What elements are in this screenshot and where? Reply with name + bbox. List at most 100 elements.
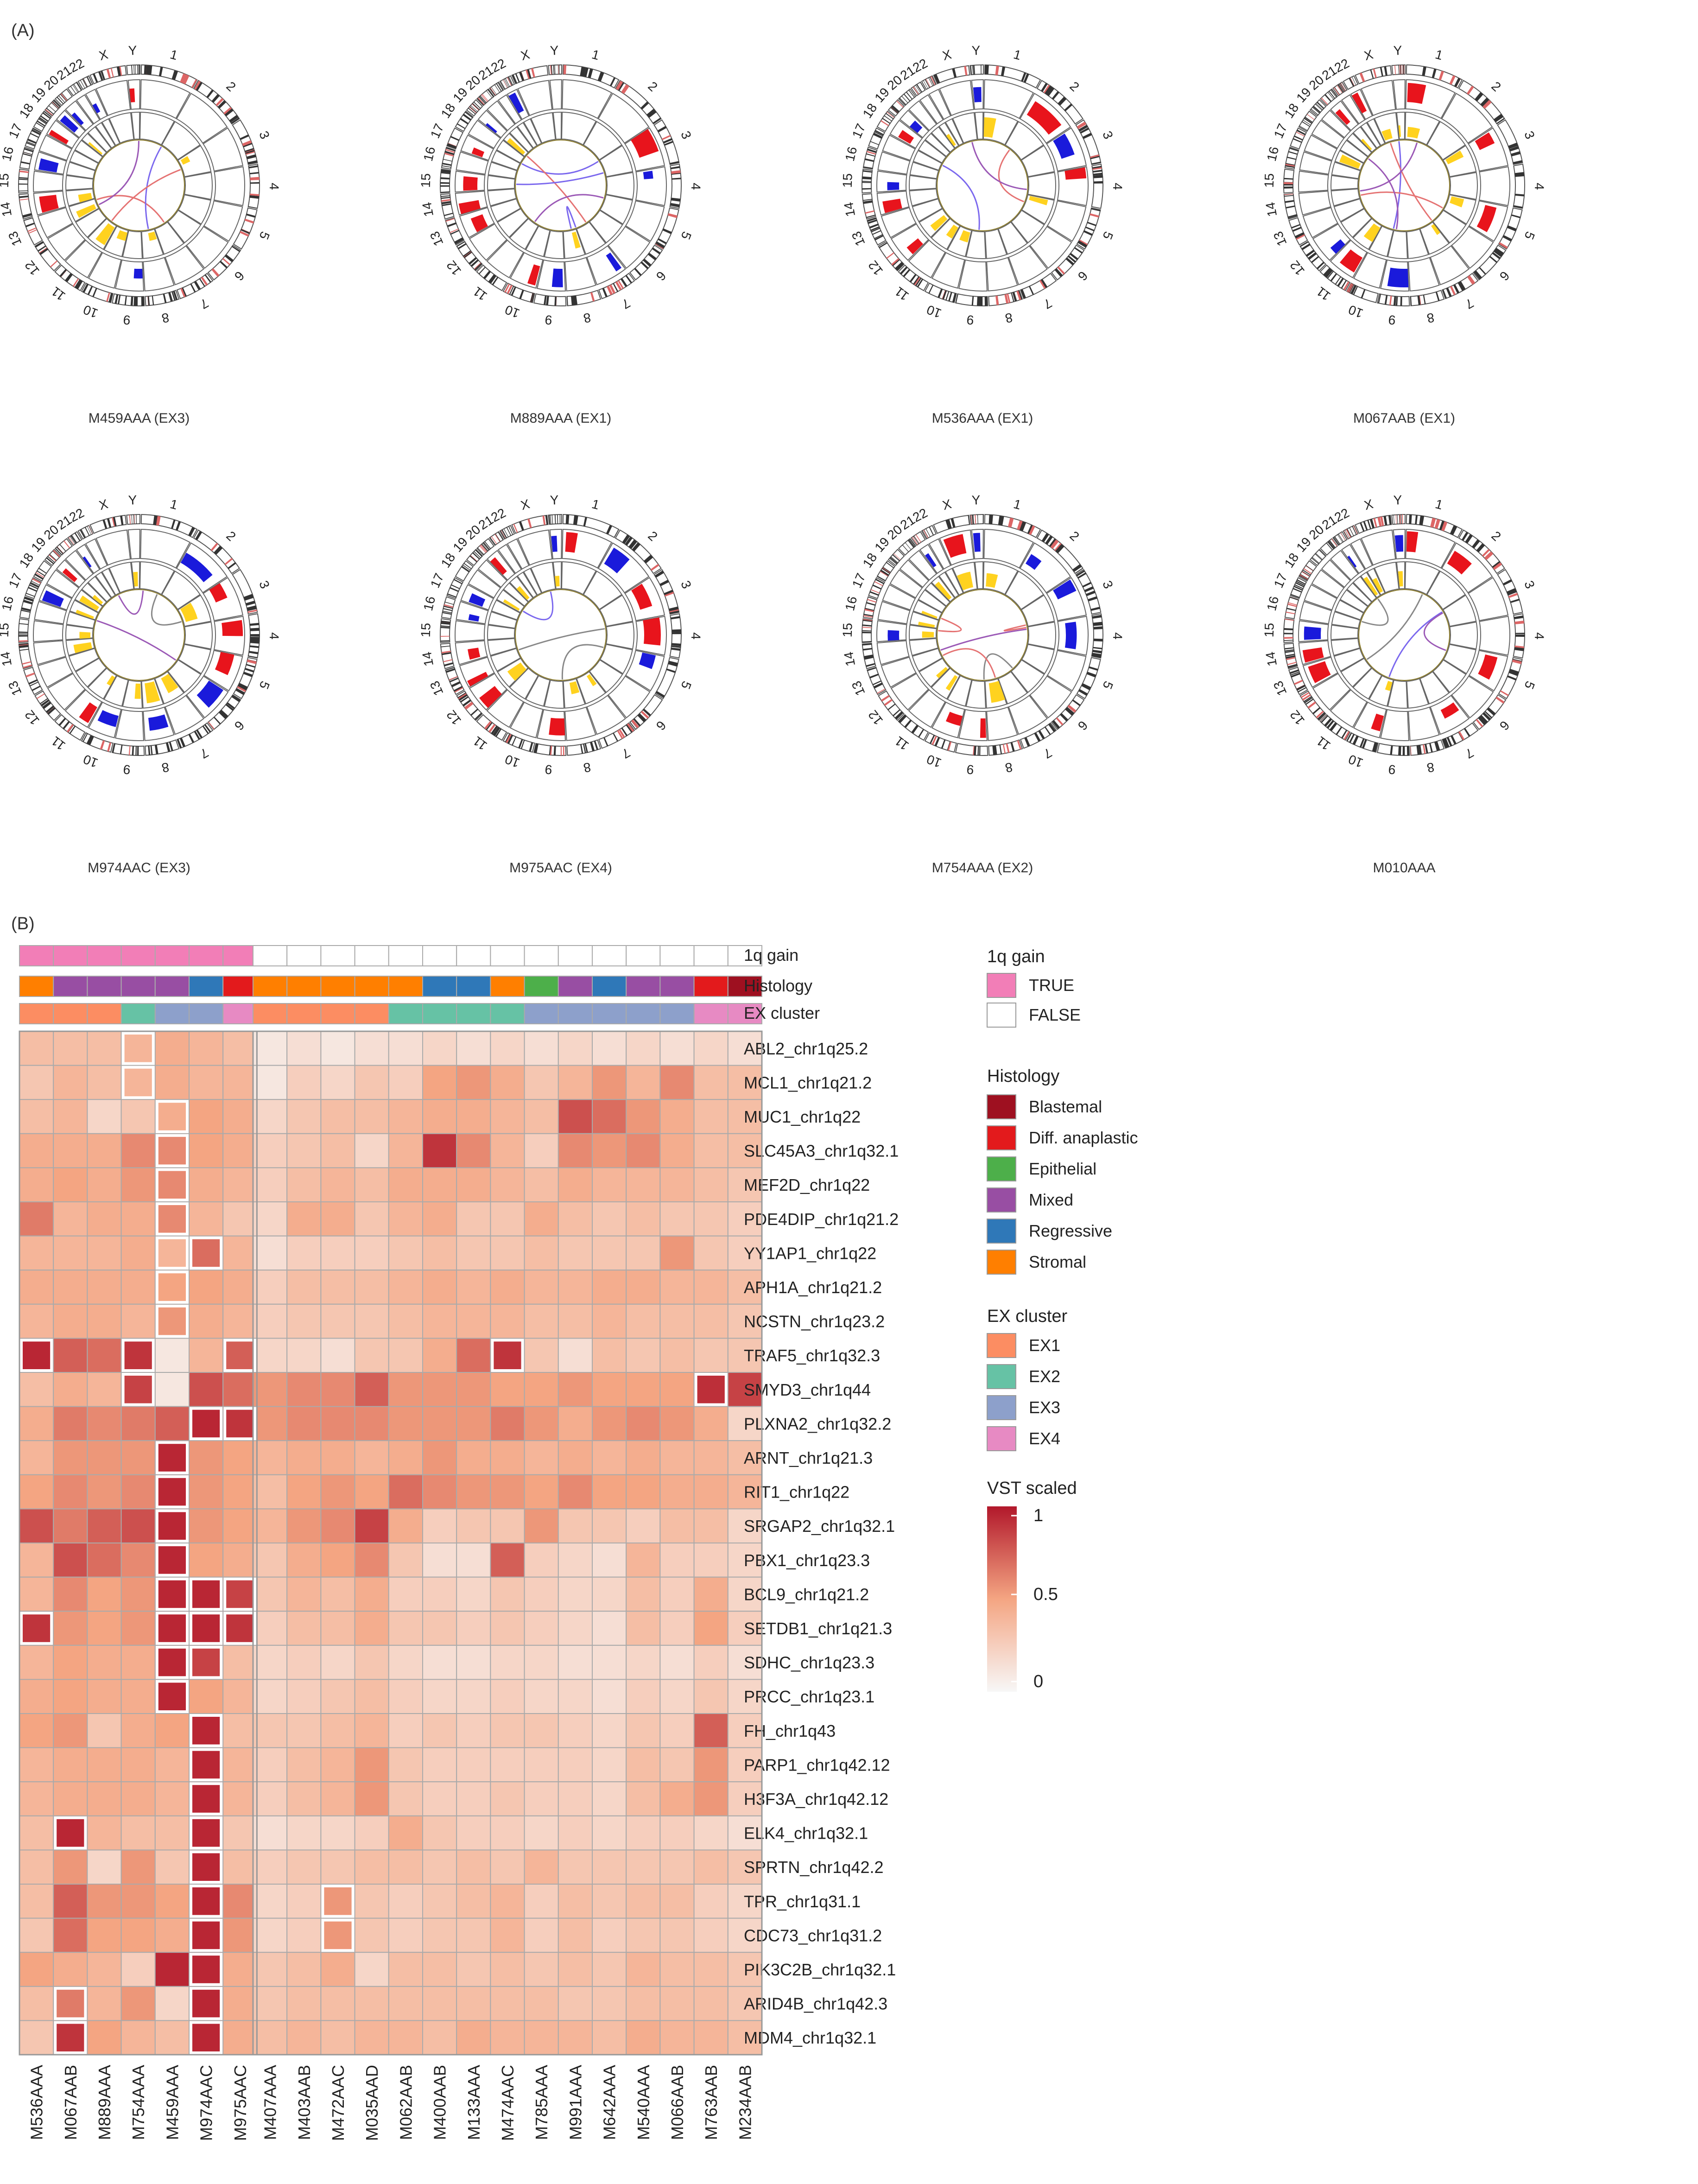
heatmap-cell [320, 1747, 355, 1783]
heatmap-cell [154, 1303, 190, 1339]
chromosome-ideogram [233, 207, 258, 250]
loh-segment [935, 581, 952, 600]
chromosome-band [1487, 707, 1495, 716]
highlight-cell [155, 1543, 189, 1577]
cnv-track [203, 650, 243, 692]
loh-track [497, 208, 529, 238]
loh-track [1404, 112, 1440, 146]
heatmap-cell [558, 1679, 593, 1714]
cnv-segment [471, 147, 485, 158]
cnv-track [881, 656, 917, 688]
cnv-segment [49, 130, 69, 145]
loh-track [982, 561, 1019, 595]
chromosome-label: 19 [28, 85, 49, 105]
chromosome-band [51, 102, 59, 109]
chromosome-label: 4 [689, 183, 703, 190]
chromosome-band [1317, 102, 1324, 109]
loh-segment [1398, 125, 1401, 137]
heatmap-cell [222, 1508, 258, 1543]
cnv-track [213, 166, 245, 206]
loh-track [1333, 198, 1365, 222]
chromosome-band [1351, 76, 1356, 85]
heatmap-cell [659, 1270, 695, 1305]
loh-track [509, 576, 534, 603]
heatmap-cell [659, 1986, 695, 2021]
heatmap-cell [120, 1543, 156, 1578]
chromosome-ideogram [1051, 244, 1085, 281]
heatmap-cell [87, 1406, 122, 1441]
chromosome-band [211, 268, 220, 277]
chromosome-band [1508, 142, 1518, 148]
chromosome-band [1284, 628, 1293, 629]
gene-label: YY1AP1_chr1q22 [744, 1244, 876, 1263]
loh-track [909, 161, 939, 179]
loh-track [1352, 218, 1382, 250]
heatmap-cell [592, 1713, 627, 1748]
chromosome-band [86, 76, 91, 86]
heatmap-cell [354, 1576, 389, 1612]
heatmap-cell [222, 1099, 258, 1134]
heatmap-cell [19, 1065, 54, 1100]
loh-segment [1372, 578, 1383, 593]
loh-track [912, 599, 943, 621]
heatmap-cell [524, 1576, 559, 1612]
chromosome-band [36, 693, 45, 699]
gene-label: PIK3C2B_chr1q32.1 [744, 1960, 896, 1979]
loh-track [101, 118, 120, 146]
chromosome-label: 19 [872, 85, 892, 105]
chromosome-label: X [1362, 47, 1375, 63]
loh-track [1369, 225, 1394, 257]
chromosome-band [880, 570, 889, 576]
heatmap-cell [693, 1713, 729, 1748]
chromosome-band [194, 281, 201, 291]
chromosome-band [863, 614, 873, 617]
chromosome-band [614, 529, 619, 538]
chromosome-band [158, 67, 163, 76]
loh-track [563, 229, 586, 259]
cnv-track [517, 529, 553, 566]
chromosome-band [491, 87, 497, 95]
loh-track [1010, 210, 1045, 244]
legend-item-label: Diff. anaplastic [1029, 1128, 1138, 1147]
chromosome-band [1466, 85, 1474, 95]
chromosome-band [478, 96, 486, 104]
chromosome-band [22, 661, 32, 665]
chromosome-band [915, 278, 922, 286]
loh-segment [79, 632, 91, 639]
cnv-track [983, 529, 1034, 569]
heatmap-cell [154, 1270, 190, 1305]
heatmap-cell [53, 1917, 88, 1953]
loh-track [1331, 611, 1361, 629]
chromosome-band [191, 79, 197, 88]
cnv-segment [604, 547, 630, 573]
loh-track [1404, 561, 1440, 595]
highlight-cell [121, 1373, 155, 1406]
chromosome-band [1083, 230, 1093, 235]
cnv-track [64, 239, 102, 279]
chromosome-band [1514, 647, 1524, 651]
chromosome-band [1093, 181, 1103, 184]
heatmap-cell [558, 1611, 593, 1646]
cnv-segment [508, 92, 524, 114]
chromosome-band [941, 739, 946, 749]
sv-link [111, 169, 181, 221]
cnv-track [889, 569, 923, 599]
heatmap-cell [120, 1474, 156, 1510]
chromosome-band [53, 550, 60, 558]
sv-link [1390, 143, 1432, 221]
cnv-segment [643, 171, 653, 179]
chromosome-band [1081, 683, 1091, 690]
heatmap-cell [388, 1849, 423, 1885]
chromosome-band [1297, 685, 1306, 691]
chromosome-band [440, 185, 450, 187]
heatmap-cell [558, 1815, 593, 1851]
chromosome-band [546, 296, 549, 305]
heatmap-cell [253, 1986, 288, 2021]
chromosome-band [250, 636, 260, 640]
cnv-track [1441, 93, 1493, 144]
heatmap-cell [727, 1338, 763, 1373]
loh-track [141, 229, 164, 259]
chromosome-label: Y [1393, 493, 1402, 508]
heatmap-cell [727, 1952, 763, 1987]
